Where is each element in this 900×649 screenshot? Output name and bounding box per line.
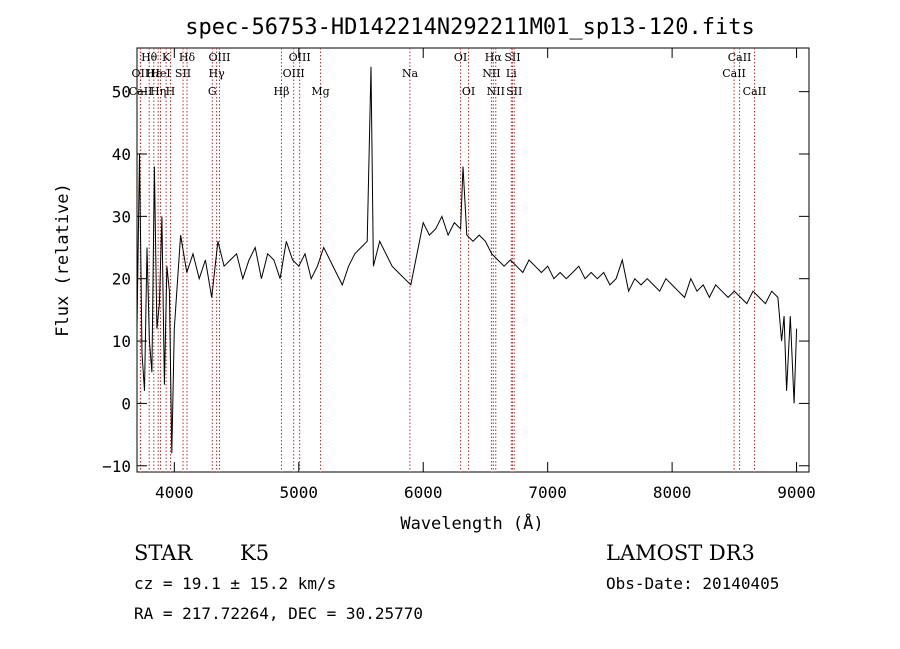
spectral-line-label: Na	[402, 67, 419, 80]
y-tick-label: 40	[112, 145, 131, 164]
spectral-line-label: Mg	[311, 85, 329, 98]
spectral-line-label: SII	[504, 51, 520, 64]
chart-title: spec-56753-HD142214N292211M01_sp13-120.f…	[185, 15, 755, 40]
spectral-line-label: CaII	[743, 85, 767, 98]
y-tick-label: 50	[112, 83, 131, 102]
spectral-line-label: CaII	[728, 51, 752, 64]
spectral-line-label: Hα	[485, 51, 503, 64]
redshift-velocity: cz = 19.1 ± 15.2 km/s	[134, 574, 336, 593]
y-tick-label: 20	[112, 270, 131, 289]
info-block: STAR K5 cz = 19.1 ± 15.2 km/s RA = 217.7…	[134, 541, 779, 623]
coordinates: RA = 217.72264, DEC = 30.25770	[134, 604, 423, 623]
spectral-line-label: OII	[132, 67, 150, 80]
spectral-line-markers	[139, 48, 755, 472]
y-tick-label: −10	[102, 457, 131, 476]
spectral-line-label: Hε	[146, 67, 162, 80]
spectral-line-label: HeI	[150, 67, 170, 80]
spectral-line-label: NII	[482, 67, 500, 80]
y-tick-label: 10	[112, 332, 131, 351]
x-tick-label: 9000	[777, 483, 816, 502]
x-tick-label: 5000	[280, 483, 319, 502]
survey-name: LAMOST DR3	[606, 541, 755, 565]
spectral-line-label: K	[162, 51, 171, 64]
spectral-line-label: OIII	[283, 67, 305, 80]
spectral-line-label: G	[208, 85, 217, 98]
spectral-line-label: SII	[175, 67, 191, 80]
spectral-line-label: Li	[506, 67, 517, 80]
y-axis-ticks: −10 0 10 20 30 40 50	[102, 83, 809, 476]
spectral-line-labels: Hθ OII CaII Hε Hη K HeI H SII Hδ OIII Hγ G Hβ OIII OIII…	[129, 51, 767, 98]
spectral-line-label: Hδ	[179, 51, 196, 64]
y-axis-label: Flux (relative)	[53, 183, 73, 337]
x-axis-ticks: 4000 5000 6000 7000 8000 9000	[155, 48, 816, 502]
spectral-line-label: SII	[506, 85, 522, 98]
object-class: STAR	[134, 541, 193, 565]
spectral-line-label: Hβ	[274, 85, 290, 98]
spectral-line-label: OIII	[208, 51, 230, 64]
spectral-line-label: OI	[454, 51, 467, 64]
spectral-line-label: OI	[462, 85, 475, 98]
spectral-line-label: Hγ	[209, 67, 226, 80]
y-tick-label: 30	[112, 207, 131, 226]
y-tick-label: 0	[121, 394, 131, 413]
spectral-line-label: H	[166, 85, 176, 98]
x-tick-label: 4000	[155, 483, 194, 502]
x-tick-label: 7000	[528, 483, 567, 502]
x-tick-label: 8000	[653, 483, 692, 502]
spectrum-series-line	[136, 66, 798, 454]
object-subclass: K5	[240, 541, 269, 565]
x-tick-label: 6000	[404, 483, 443, 502]
x-axis-label: Wavelength (Å)	[400, 512, 543, 534]
spectral-line-label: CaII	[722, 67, 746, 80]
spectral-line-label: NII	[487, 85, 505, 98]
plot-frame	[136, 47, 810, 473]
spectral-line-label: Hη	[150, 85, 166, 98]
observation-date: Obs-Date: 20140405	[606, 574, 779, 593]
spectral-line-label: OIII	[289, 51, 311, 64]
plot-area: Hθ OII CaII Hε Hη K HeI H SII Hδ OIII Hγ G Hβ OIII OIII…	[102, 47, 816, 502]
spectral-line-label: Hθ	[141, 51, 158, 64]
